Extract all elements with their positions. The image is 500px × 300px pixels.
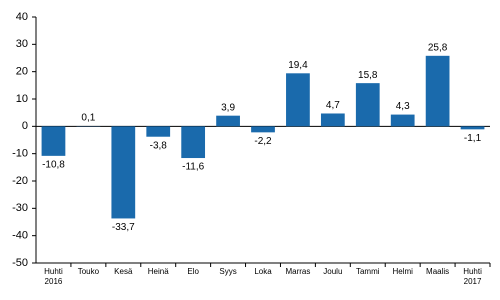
bar [251,126,275,133]
y-tick-label: 0 [22,120,28,132]
bar [460,126,485,130]
y-tick-label: -50 [12,257,28,269]
value-label: -2,2 [254,136,272,147]
y-tick-label: -40 [12,230,28,242]
value-label: 4,3 [396,101,410,112]
bar [216,115,240,127]
x-tick-label: Touko [77,267,100,276]
bar [286,73,310,127]
x-tick-label: Tammi [355,267,380,276]
bar [320,113,345,127]
value-label: 4,7 [326,100,340,111]
y-tick-label: 30 [16,38,28,50]
bar [355,83,380,127]
x-tick-label: Elo [187,267,199,276]
value-label: -1,1 [464,133,482,144]
x-tick-label: Huhti 2016 [44,267,63,286]
bar [425,55,450,127]
y-tick-label: 10 [16,93,28,105]
value-label: 3,9 [221,102,235,113]
x-tick-label: Joulu [323,267,343,276]
x-tick-label: Huhti 2017 [463,267,482,286]
y-tick-label: 40 [16,11,28,23]
y-tick-label: -10 [12,148,28,160]
bar [146,126,171,137]
x-tick-label: Loka [254,267,272,276]
value-label: -11,6 [182,162,204,173]
value-label: 19,4 [288,60,308,71]
value-label: 15,8 [358,70,378,81]
bar [181,126,206,159]
value-label: 0,1 [81,113,95,124]
bar [390,114,415,127]
value-label: -33,7 [112,222,135,233]
x-tick-label: Maalis [426,267,450,276]
value-label: -10,8 [42,159,65,170]
value-label: 25,8 [428,42,448,53]
x-tick-label: Heinä [147,267,169,276]
y-tick-label: -30 [12,202,28,214]
x-tick-label: Marras [285,267,311,276]
y-tick-label: -20 [12,175,28,187]
bar [111,126,136,219]
y-tick-label: 20 [16,66,28,78]
x-tick-label: Syys [219,267,237,276]
x-tick-label: Kesä [114,267,133,276]
value-label: -3,8 [150,140,168,151]
bar [41,126,66,156]
x-tick-label: Helmi [392,267,413,276]
